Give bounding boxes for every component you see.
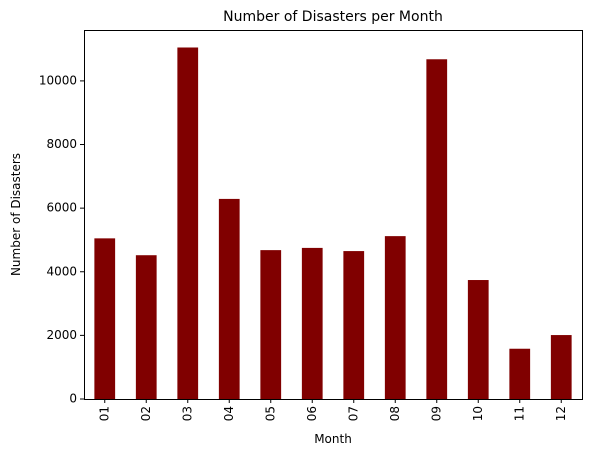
plot-frame	[84, 30, 583, 400]
chart-title: Number of Disasters per Month	[223, 9, 443, 25]
y-axis: 0 2000 4000 6000 8000 10000	[39, 73, 84, 406]
x-tick-label-08: 08	[388, 406, 402, 421]
x-tick-label-02: 02	[139, 406, 153, 421]
x-tick-label-03: 03	[180, 406, 194, 421]
bar-02	[135, 255, 157, 399]
bar-08	[384, 236, 406, 399]
bar-04	[218, 198, 240, 399]
y-tick-label-0: 0	[69, 392, 77, 406]
y-tick-label-4000: 4000	[46, 264, 77, 278]
bars-group	[94, 47, 572, 400]
bar-01	[94, 238, 116, 399]
x-tick-label-07: 07	[346, 406, 360, 421]
bar-06	[301, 247, 323, 399]
y-tick-label-6000: 6000	[46, 201, 77, 215]
y-tick-label-8000: 8000	[46, 137, 77, 151]
x-axis: 01 02 03 04 05 06 07 08 09 10 11 12	[97, 399, 568, 421]
x-tick-label-12: 12	[554, 406, 568, 421]
y-axis-label: Number of Disasters	[9, 153, 23, 276]
bar-07	[343, 251, 365, 399]
bar-11	[509, 348, 531, 399]
x-tick-label-05: 05	[263, 406, 277, 421]
bar-03	[177, 47, 199, 399]
x-tick-label-09: 09	[429, 406, 443, 421]
bar-10	[467, 280, 489, 399]
y-tick-label-10000: 10000	[39, 73, 77, 87]
bar-05	[260, 250, 282, 399]
x-tick-label-11: 11	[512, 406, 526, 421]
y-tick-label-2000: 2000	[46, 328, 77, 342]
x-axis-label: Month	[314, 432, 352, 446]
x-tick-label-10: 10	[471, 406, 485, 421]
x-tick-label-01: 01	[97, 406, 111, 421]
bar-09	[426, 59, 448, 400]
bar-12	[550, 335, 572, 399]
x-tick-label-06: 06	[305, 406, 319, 421]
x-tick-label-04: 04	[222, 406, 236, 421]
